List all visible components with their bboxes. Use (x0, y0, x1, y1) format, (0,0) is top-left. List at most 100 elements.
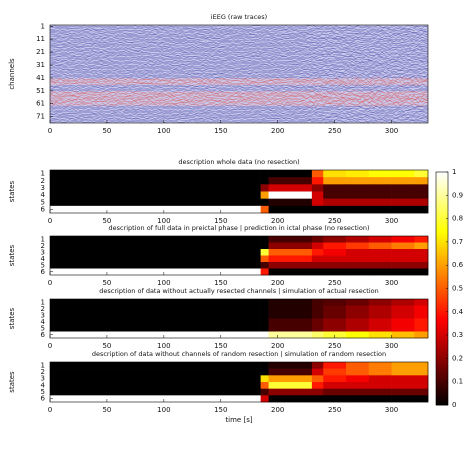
heat-cell (323, 170, 347, 178)
trace (49, 81, 429, 86)
x-tick-label: 50 (102, 127, 111, 135)
heat-cell (260, 388, 269, 396)
colorbar-step (436, 253, 448, 257)
trace (49, 62, 429, 66)
heat-cell (268, 198, 313, 207)
colorbar-step (436, 323, 448, 327)
heat-cell (311, 395, 324, 403)
panel-title: description of full data in preictal pha… (108, 224, 369, 232)
heat-cell (311, 198, 324, 207)
heat-cell (50, 382, 261, 389)
colorbar-step (436, 183, 448, 187)
heat-cell (323, 368, 347, 376)
trace (49, 58, 429, 62)
x-tick-label: 250 (328, 127, 341, 135)
colorbar-step (436, 358, 448, 362)
heat-cell (323, 318, 347, 326)
x-tick-label: 50 (102, 406, 111, 414)
trace (49, 30, 429, 33)
trace (49, 97, 429, 102)
heat-cell (323, 262, 347, 269)
colorbar-step (436, 281, 448, 285)
heat-cell (50, 362, 261, 369)
heat-cell (414, 268, 429, 276)
colorbar-step (436, 258, 448, 261)
colorbar-step (436, 206, 448, 210)
heat-cell (311, 368, 324, 376)
y-axis-label: states (8, 371, 16, 393)
heat-cell (311, 331, 324, 339)
colorbar-step (436, 367, 448, 371)
trace (49, 92, 429, 97)
heat-cell (50, 249, 261, 256)
trace (49, 52, 429, 55)
heat-cell (311, 177, 324, 185)
y-tick-label: 61 (36, 100, 45, 108)
x-tick-label: 300 (385, 342, 398, 350)
trace (49, 54, 429, 58)
colorbar-step (436, 332, 448, 336)
trace (49, 113, 429, 117)
y-tick-label: 6 (41, 205, 46, 213)
trace (49, 64, 429, 68)
colorbar-step (436, 251, 448, 254)
y-tick-label: 5 (41, 198, 45, 206)
colorbar-step (436, 391, 448, 394)
heat-cell (368, 382, 392, 389)
heat-cell (260, 249, 269, 256)
trace (49, 94, 429, 100)
heat-cell (311, 312, 324, 319)
colorbar-step (436, 374, 448, 378)
heat-cell (268, 368, 313, 376)
colorbar-step (436, 328, 448, 331)
y-axis-label: states (8, 307, 16, 329)
heat-cell (391, 262, 415, 269)
heat-cell (391, 236, 415, 243)
heat-cell (311, 362, 324, 369)
heat-cell (391, 312, 415, 319)
trace (49, 107, 429, 111)
trace (49, 68, 429, 72)
heat-cell (414, 362, 429, 369)
colorbar-step (436, 269, 448, 273)
heat-cell (260, 262, 269, 269)
heat-cell (50, 299, 261, 306)
heat-cell (323, 331, 347, 339)
colorbar-step (436, 225, 448, 229)
heat-cell (368, 268, 392, 276)
heat-cell (260, 368, 269, 376)
colorbar-tick-label: 0.1 (452, 378, 463, 386)
trace (50, 108, 429, 112)
colorbar-step (436, 388, 448, 392)
heat-cell (391, 382, 415, 389)
heat-cell (268, 395, 313, 403)
heat-cell (368, 375, 392, 383)
x-tick-label: 50 (102, 279, 111, 287)
trace (50, 53, 429, 56)
heat-cell (346, 362, 370, 369)
heat-cell (50, 198, 261, 207)
heat-cell (368, 191, 392, 199)
colorbar-step (436, 314, 448, 317)
heat-cell (323, 388, 347, 396)
heat-cell (346, 375, 370, 383)
y-tick-label: 1 (41, 298, 45, 306)
colorbar-step (436, 353, 448, 357)
heat-cell (311, 170, 324, 178)
x-tick-label: 0 (48, 342, 52, 350)
x-tick-label: 200 (271, 279, 284, 287)
colorbar-step (436, 381, 448, 385)
trace (49, 24, 429, 28)
trace (49, 82, 429, 87)
heat-cell (368, 198, 392, 207)
heat-cell (323, 325, 347, 332)
heat-cell (311, 249, 324, 256)
heat-cell (368, 177, 392, 185)
colorbar-step (436, 274, 448, 278)
heat-cell (260, 177, 269, 185)
heat-cell (368, 242, 392, 250)
colorbar-step (436, 176, 448, 180)
heat-cell (268, 312, 313, 319)
heat-cell (368, 170, 392, 178)
trace (49, 115, 429, 118)
